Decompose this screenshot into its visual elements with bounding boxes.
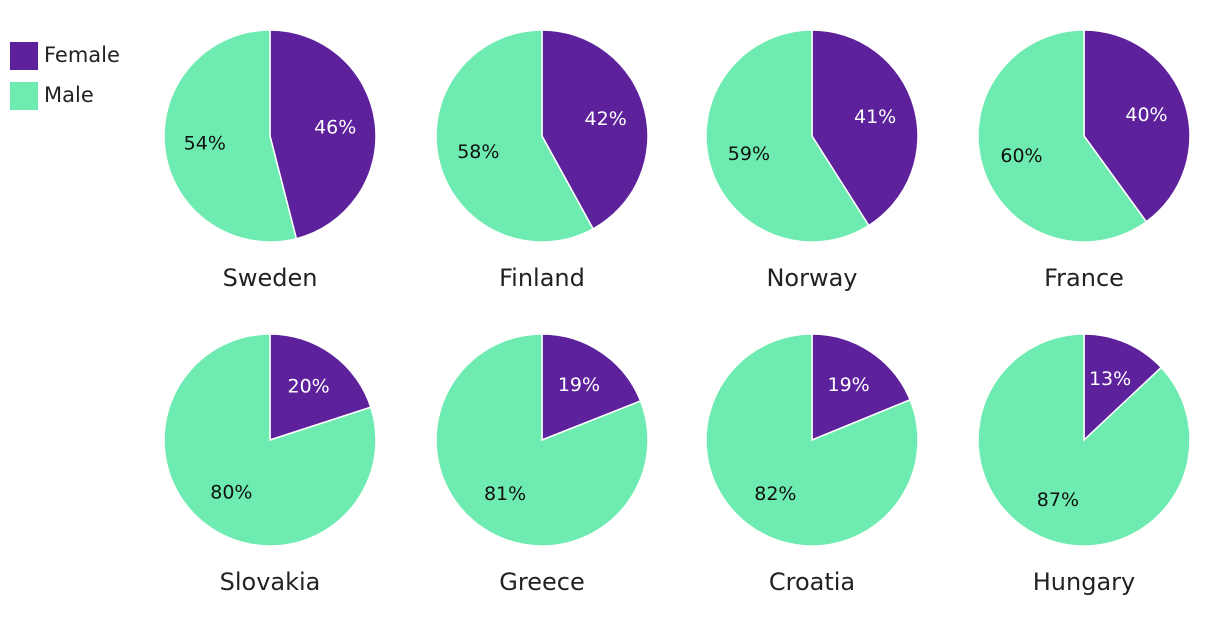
pie-slice bbox=[435, 29, 595, 243]
slice-label: 19% bbox=[828, 374, 870, 396]
slice-label: 54% bbox=[184, 133, 226, 155]
pie-slice bbox=[163, 29, 298, 243]
slice-label: 81% bbox=[484, 483, 526, 505]
pie-slice bbox=[977, 29, 1148, 243]
slice-label: 20% bbox=[288, 375, 330, 397]
slice-label: 80% bbox=[210, 482, 252, 504]
pie-title: Greece bbox=[499, 568, 584, 596]
slice-label: 59% bbox=[728, 143, 770, 165]
slice-label: 60% bbox=[1000, 145, 1042, 167]
pie-slice bbox=[705, 29, 870, 243]
pie-slice bbox=[163, 333, 377, 547]
legend-swatch bbox=[10, 42, 38, 70]
slice-label: 58% bbox=[457, 141, 499, 163]
pie-title: Finland bbox=[499, 264, 585, 292]
pie-title: Hungary bbox=[1033, 568, 1135, 596]
slice-label: 82% bbox=[754, 483, 796, 505]
pie-slice bbox=[977, 333, 1191, 547]
pie-slice bbox=[811, 333, 912, 442]
slice-label: 42% bbox=[585, 108, 627, 130]
pie-title: Croatia bbox=[769, 568, 855, 596]
pie-slice bbox=[435, 333, 649, 547]
pie-title: Slovakia bbox=[220, 568, 321, 596]
legend-label: Male bbox=[44, 83, 94, 107]
slice-label: 46% bbox=[314, 116, 356, 138]
slice-label: 87% bbox=[1037, 489, 1079, 511]
slice-label: 41% bbox=[854, 106, 896, 128]
legend-swatch bbox=[10, 82, 38, 110]
slice-label: 13% bbox=[1089, 368, 1131, 390]
pie-slice bbox=[541, 333, 642, 442]
slice-label: 40% bbox=[1125, 104, 1167, 126]
pie-slice bbox=[541, 29, 649, 230]
legend-label: Female bbox=[44, 43, 120, 67]
pie-slice bbox=[269, 29, 377, 240]
pie-slice bbox=[705, 333, 919, 547]
pie-title: Norway bbox=[766, 264, 857, 292]
pie-slice bbox=[1083, 333, 1163, 442]
pie-slice bbox=[1083, 29, 1191, 223]
pie-slice bbox=[269, 333, 372, 442]
slice-label: 19% bbox=[558, 374, 600, 396]
pie-title: Sweden bbox=[223, 264, 318, 292]
pie-title: France bbox=[1044, 264, 1124, 292]
